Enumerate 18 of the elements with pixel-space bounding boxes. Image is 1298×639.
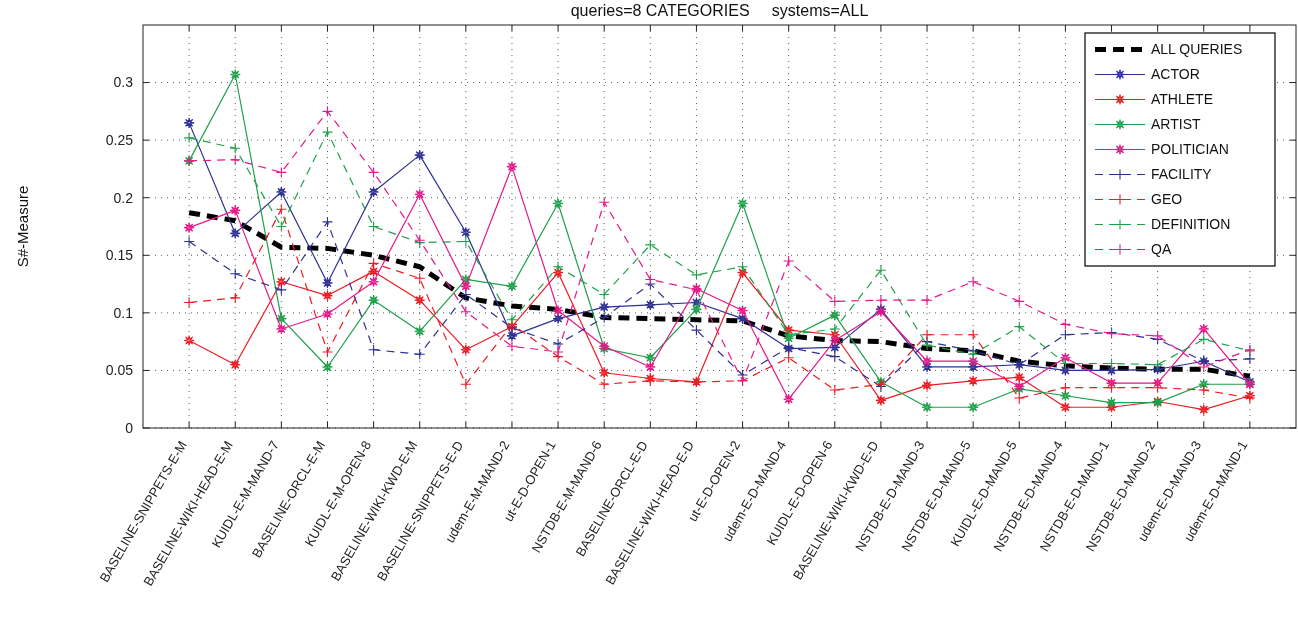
y-axis-title: S#-Measure	[14, 185, 31, 268]
legend-label: GEO	[1151, 191, 1183, 208]
y-tick-label: 0.3	[113, 74, 134, 91]
legend-label: ALL QUERIES	[1151, 41, 1243, 58]
chart-title: queries=8 CATEGORIES systems=ALL	[570, 2, 869, 19]
legend-label: POLITICIAN	[1151, 141, 1229, 158]
legend-label: ACTOR	[1151, 66, 1200, 83]
y-tick-label: 0.05	[105, 362, 134, 379]
y-tick-label: 0.2	[113, 189, 134, 206]
y-tick-label: 0.1	[113, 304, 134, 321]
legend-label: ATHLETE	[1151, 91, 1213, 108]
y-tick-label: 0.15	[105, 247, 134, 264]
legend-label: DEFINITION	[1151, 216, 1231, 233]
y-tick-label: 0	[125, 419, 134, 436]
legend-label: ARTIST	[1151, 116, 1201, 133]
legend-label: QA	[1151, 241, 1172, 258]
y-tick-label: 0.25	[105, 132, 134, 149]
legend-label: FACILITY	[1151, 166, 1213, 183]
